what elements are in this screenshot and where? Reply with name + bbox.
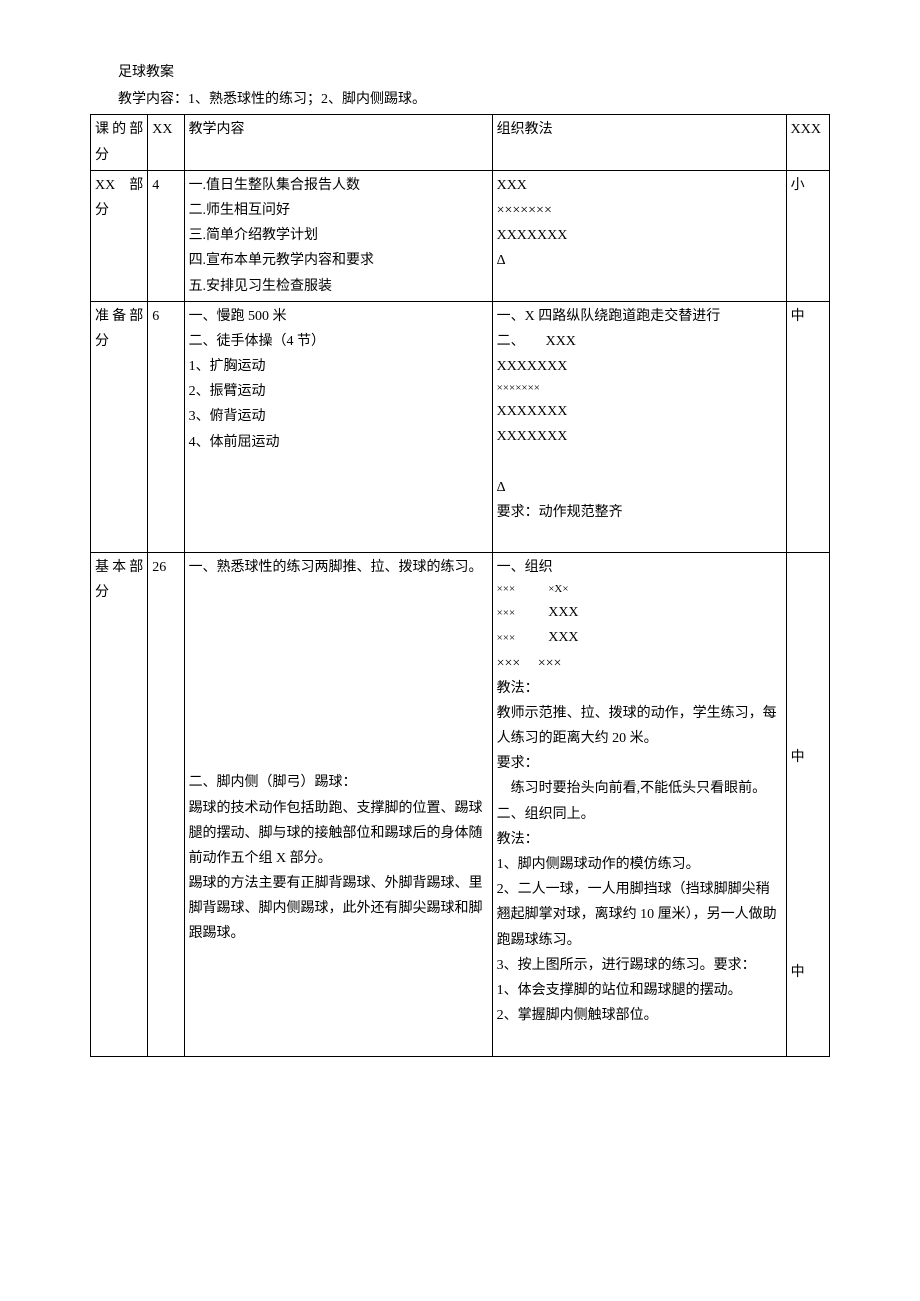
s3-method-l1: 一、组织 <box>497 555 782 580</box>
s2-content-l1: 一、慢跑 500 米 <box>189 304 488 329</box>
s2-method-l1: 一、X 四路纵队绕跑道跑走交替进行 <box>497 304 782 329</box>
s3-method-l6: 教法： <box>497 676 782 701</box>
s2-method-l3: XXXXXXX <box>497 354 782 379</box>
section2-content: 一、慢跑 500 米 二、徒手体操（4 节） 1、扩胸运动 2、振臂运动 3、俯… <box>184 301 492 552</box>
s3-method-l3: ××× XXX <box>497 600 782 625</box>
s3-method-l4: ××× XXX <box>497 625 782 650</box>
s3-method-l5: ××× ××× <box>497 651 782 676</box>
header-row: 课的部分 XX 教学内容 组织教法 XXX <box>91 115 830 170</box>
s3-content-gap <box>189 580 488 770</box>
s3-method-l15: 1、体会支撑脚的站位和踢球腿的摆动。 <box>497 978 782 1003</box>
s3-intensity-b: 中 <box>791 960 825 985</box>
s2-content-l4: 2、振臂运动 <box>189 379 488 404</box>
section1-name: XX 部分 <box>91 170 148 301</box>
s2-method-l2: 二、 XXX <box>497 329 782 354</box>
section-row-2: 准备部分 6 一、慢跑 500 米 二、徒手体操（4 节） 1、扩胸运动 2、振… <box>91 301 830 552</box>
doc-title: 足球教案 <box>90 60 830 85</box>
s1-content-l1: 一.值日生整队集合报告人数 <box>189 173 488 198</box>
s3-method-l16: 2、掌握脚内侧触球部位。 <box>497 1003 782 1028</box>
section-row-3: 基本部分 26 一、熟悉球性的练习两脚推、拉、拨球的练习。 二、脚内侧（脚弓）踢… <box>91 553 830 1056</box>
s3-method-blank <box>497 1028 782 1053</box>
s3-method-l12: 1、脚内侧踢球动作的模仿练习。 <box>497 852 782 877</box>
section3-content: 一、熟悉球性的练习两脚推、拉、拨球的练习。 二、脚内侧（脚弓）踢球： 踢球的技术… <box>184 553 492 1056</box>
s3-method-l2: ××× ×X× <box>497 580 782 600</box>
s2-method-l5: XXXXXXX <box>497 399 782 424</box>
s1-method-l2: ××××××× <box>497 198 782 223</box>
section3-name: 基本部分 <box>91 553 148 1056</box>
s3-method-l14: 3、按上图所示，进行踢球的练习。要求： <box>497 953 782 978</box>
section1-content: 一.值日生整队集合报告人数 二.师生相互问好 三.简单介绍教学计划 四.宣布本单… <box>184 170 492 301</box>
header-col4: 组织教法 <box>492 115 786 170</box>
section2-name: 准备部分 <box>91 301 148 552</box>
s3-method-l7: 教师示范推、拉、拨球的动作，学生练习，每人练习的距离大约 20 米。 <box>497 701 782 751</box>
header-col5: XXX <box>786 115 829 170</box>
s3-content-l4: 踢球的方法主要有正脚背踢球、外脚背踢球、里脚背踢球、脚内侧踢球，此外还有脚尖踢球… <box>189 871 488 947</box>
s3-content-l3: 踢球的技术动作包括助跑、支撑脚的位置、踢球腿的摆动、脚与球的接触部位和踢球后的身… <box>189 796 488 872</box>
s2-method-l8: 要求：动作规范整齐 <box>497 500 782 525</box>
s3-intensity-gap2 <box>791 770 825 960</box>
header-col2: XX <box>148 115 184 170</box>
section3-time: 26 <box>148 553 184 1056</box>
s3-content-l1: 一、熟悉球性的练习两脚推、拉、拨球的练习。 <box>189 555 488 580</box>
s2-method-l7: Δ <box>497 475 782 500</box>
section2-time: 6 <box>148 301 184 552</box>
s2-method-blank2 <box>497 525 782 550</box>
s2-method-l4: ××××××× <box>497 379 782 399</box>
s3-intensity-a: 中 <box>791 745 825 770</box>
section2-intensity: 中 <box>786 301 829 552</box>
s1-method-l3: XXXXXXX <box>497 223 782 248</box>
s1-content-l2: 二.师生相互问好 <box>189 198 488 223</box>
header-col1: 课的部分 <box>91 115 148 170</box>
s2-method-blank <box>497 449 782 474</box>
s3-method-l11: 教法： <box>497 827 782 852</box>
s2-content-l2: 二、徒手体操（4 节） <box>189 329 488 354</box>
section1-intensity: 小 <box>786 170 829 301</box>
lesson-plan-table: 课的部分 XX 教学内容 组织教法 XXX XX 部分 4 一.值日生整队集合报… <box>90 114 830 1056</box>
s2-content-l3: 1、扩胸运动 <box>189 354 488 379</box>
section1-method: XXX ××××××× XXXXXXX Δ <box>492 170 786 301</box>
s3-content-l2: 二、脚内侧（脚弓）踢球： <box>189 770 488 795</box>
s1-content-l4: 四.宣布本单元教学内容和要求 <box>189 248 488 273</box>
section1-time: 4 <box>148 170 184 301</box>
s1-content-l3: 三.简单介绍教学计划 <box>189 223 488 248</box>
s1-method-l1: XXX <box>497 173 782 198</box>
section2-method: 一、X 四路纵队绕跑道跑走交替进行 二、 XXX XXXXXXX ×××××××… <box>492 301 786 552</box>
s3-method-l13: 2、二人一球，一人用脚挡球（挡球脚脚尖稍翘起脚掌对球，离球约 10 厘米），另一… <box>497 877 782 953</box>
s1-method-l4: Δ <box>497 248 782 273</box>
section-row-1: XX 部分 4 一.值日生整队集合报告人数 二.师生相互问好 三.简单介绍教学计… <box>91 170 830 301</box>
header-col3: 教学内容 <box>184 115 492 170</box>
s2-method-l6: XXXXXXX <box>497 424 782 449</box>
s3-intensity-gap1 <box>791 555 825 745</box>
s3-method-l8: 要求： <box>497 751 782 776</box>
s3-method-l9: 练习时要抬头向前看,不能低头只看眼前。 <box>497 776 782 801</box>
s1-content-l5: 五.安排见习生检查服装 <box>189 274 488 299</box>
section3-method: 一、组织 ××× ×X× ××× XXX ××× XXX ××× ××× 教法：… <box>492 553 786 1056</box>
section3-intensity: 中 中 <box>786 553 829 1056</box>
s2-content-l5: 3、俯背运动 <box>189 404 488 429</box>
doc-subtitle: 教学内容：1、熟悉球性的练习；2、脚内侧踢球。 <box>90 87 830 112</box>
s2-content-l6: 4、体前屈运动 <box>189 430 488 455</box>
s3-method-l10: 二、组织同上。 <box>497 802 782 827</box>
